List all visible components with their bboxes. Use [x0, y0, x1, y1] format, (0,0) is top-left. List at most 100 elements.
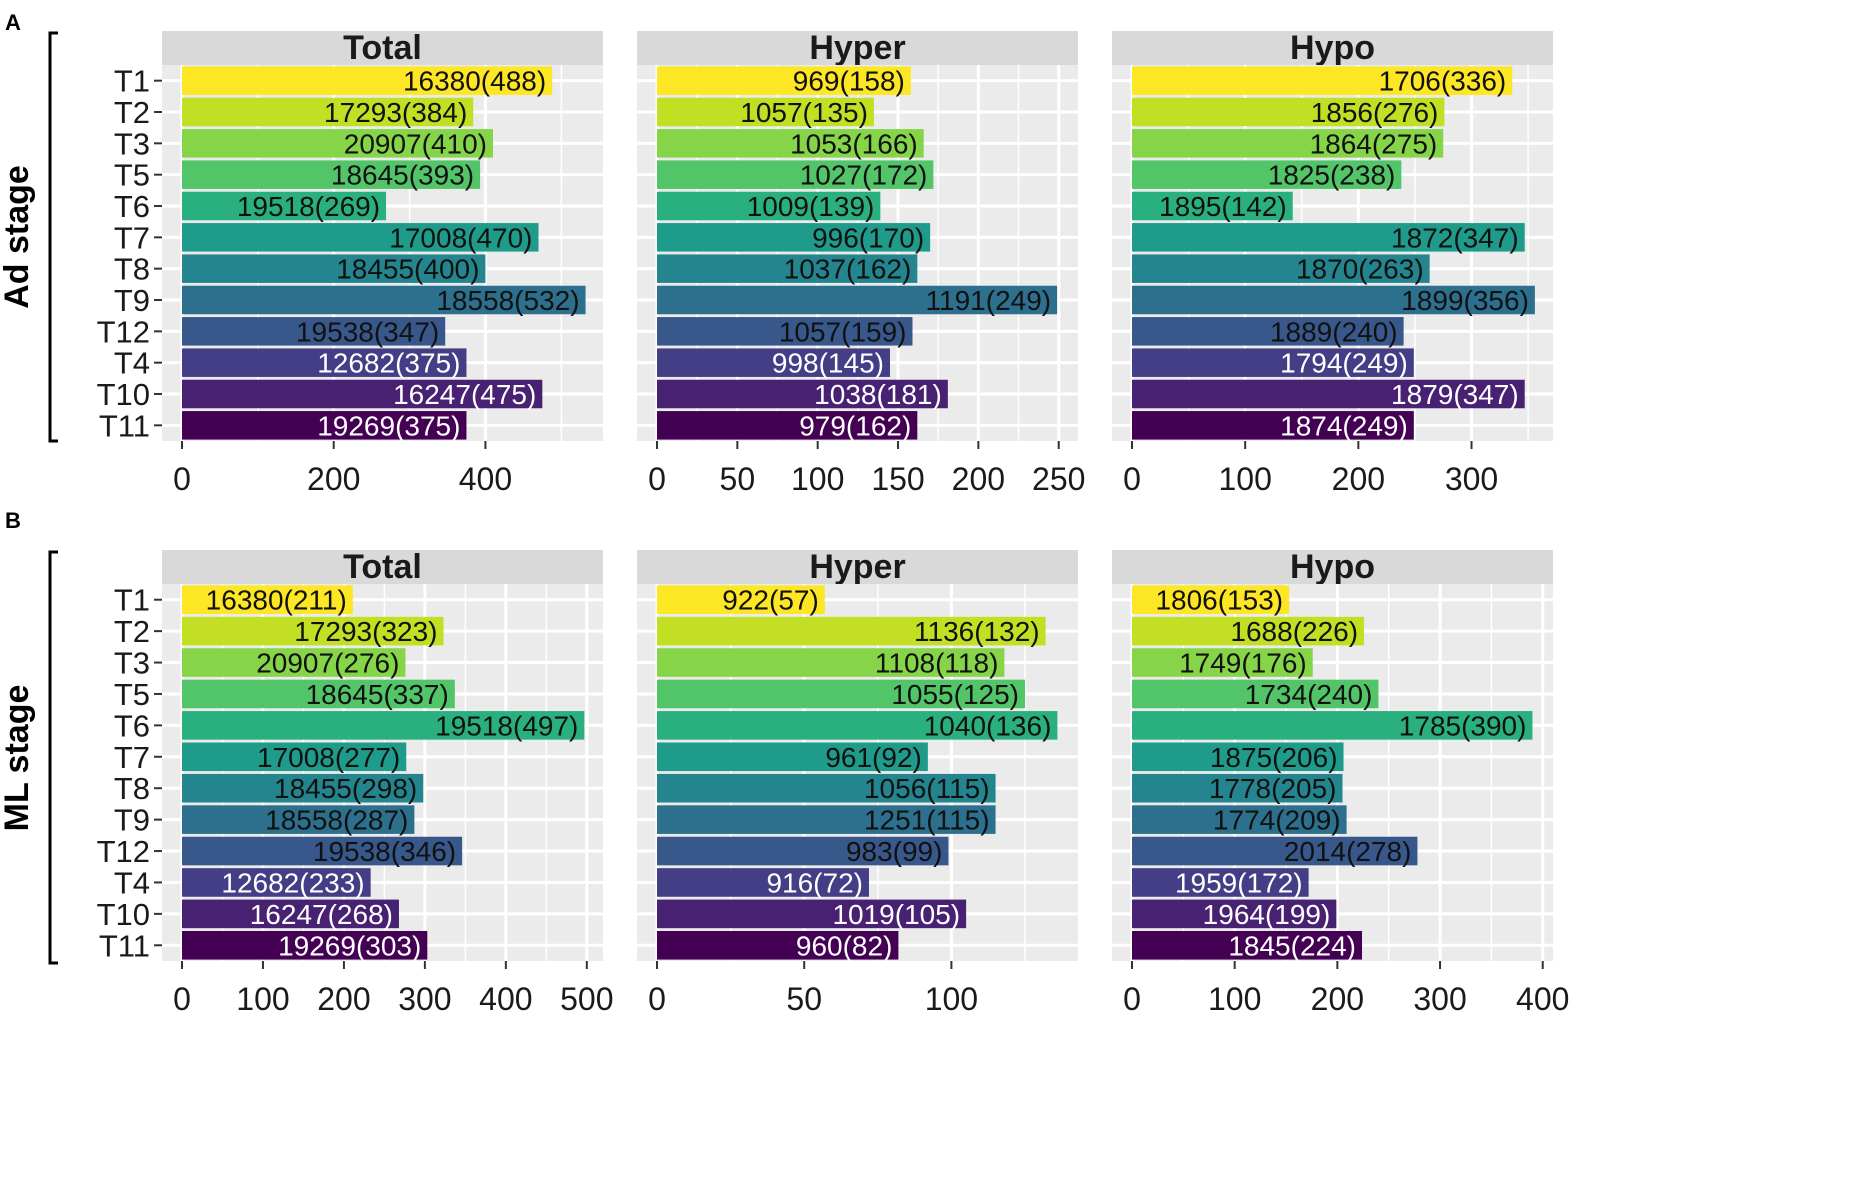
- bar-t7: [182, 742, 407, 772]
- chart-panel-b-hyper: Hyper922(57)1136(132)1108(118)1055(125)1…: [637, 548, 1078, 1017]
- bar-t8: [182, 773, 424, 803]
- bar-t5: [182, 679, 455, 709]
- bar-t3: [657, 648, 1005, 677]
- bar-label-t5: 1734(240): [1245, 679, 1373, 710]
- x-tick-label: 300: [1413, 981, 1466, 1017]
- bar-label-t9: 18558(532): [436, 285, 579, 316]
- x-tick-label: 100: [925, 981, 978, 1017]
- category-label-t4: T4: [114, 346, 150, 381]
- bar-label-t12: 1057(159): [779, 316, 907, 347]
- bar-label-t2: 1136(132): [914, 616, 1040, 647]
- x-tick-label: 0: [648, 981, 666, 1017]
- x-tick-label: 200: [1332, 461, 1385, 497]
- category-label-t8: T8: [114, 252, 150, 287]
- x-tick-label: 0: [173, 461, 191, 497]
- bar-t9: [1132, 805, 1347, 834]
- category-label-t2: T2: [114, 95, 150, 130]
- bar-t9: [182, 285, 586, 315]
- panel-strip: [162, 31, 603, 65]
- category-label-t12: T12: [97, 834, 150, 869]
- bar-t4: [657, 348, 890, 377]
- x-tick-label: 300: [1445, 461, 1498, 497]
- bar-t1: [657, 585, 825, 615]
- panel-strip: [162, 550, 603, 584]
- bar-label-t3: 20907(410): [344, 128, 487, 159]
- bar-t1: [182, 66, 553, 95]
- bar-t1: [1132, 585, 1290, 615]
- bar-t8: [1132, 254, 1430, 283]
- bar-label-t12: 983(99): [846, 836, 943, 867]
- chart-panel-b-hypo: Hypo1806(153)1688(226)1749(176)1734(240)…: [1112, 548, 1569, 1017]
- bar-label-t12: 2014(278): [1284, 836, 1412, 867]
- bar-t7: [657, 742, 928, 772]
- row-bracket: [48, 31, 58, 443]
- bar-t3: [657, 129, 924, 158]
- bar-t4: [657, 868, 869, 897]
- bar-t11: [1132, 411, 1414, 440]
- x-tick-label: 150: [871, 461, 924, 497]
- bar-t3: [1132, 129, 1444, 158]
- bar-t11: [657, 411, 918, 440]
- panel-strip: [1112, 550, 1553, 584]
- category-label-t9: T9: [114, 283, 150, 318]
- row-label-ad-stage: Ad stage: [0, 165, 36, 309]
- bar-label-t9: 1251(115): [864, 805, 990, 836]
- bar-label-t3: 1053(166): [790, 128, 918, 159]
- x-tick-label: 400: [459, 461, 512, 497]
- bar-label-t4: 12682(233): [221, 867, 364, 898]
- bar-label-t8: 1778(205): [1209, 773, 1337, 804]
- bar-t10: [657, 379, 948, 409]
- bar-t3: [182, 648, 406, 677]
- bar-label-t10: 16247(475): [393, 379, 536, 410]
- bar-label-t1: 969(158): [793, 66, 905, 97]
- x-tick-label: 400: [1516, 981, 1569, 1017]
- x-tick-label: 0: [1123, 461, 1141, 497]
- panel-strip: [637, 550, 1078, 584]
- bar-t2: [657, 97, 874, 127]
- bar-t6: [1132, 191, 1293, 221]
- bar-label-t7: 996(170): [812, 222, 924, 253]
- bar-t10: [657, 899, 967, 929]
- bar-label-t5: 18645(393): [331, 160, 474, 191]
- bar-t1: [182, 585, 353, 615]
- bar-label-t3: 1749(176): [1179, 648, 1307, 679]
- bar-t12: [1132, 317, 1404, 346]
- bar-label-t5: 1055(125): [891, 679, 1019, 710]
- plot-background: [1112, 584, 1553, 961]
- category-label-t8: T8: [114, 771, 150, 806]
- bar-label-t9: 18558(287): [265, 805, 408, 836]
- bar-label-t9: 1191(249): [926, 285, 1052, 316]
- bar-t5: [657, 679, 1026, 709]
- bar-label-t9: 1774(209): [1213, 805, 1341, 836]
- bar-label-t10: 1879(347): [1391, 379, 1519, 410]
- x-tick-label: 400: [479, 981, 532, 1017]
- bar-t10: [1132, 379, 1525, 409]
- bar-label-t11: 19269(375): [317, 410, 460, 441]
- bar-t3: [182, 129, 494, 158]
- bar-t2: [182, 616, 444, 646]
- x-tick-label: 0: [173, 981, 191, 1017]
- bar-label-t10: 1038(181): [814, 379, 942, 410]
- category-label-t12: T12: [97, 314, 150, 349]
- bar-t9: [1132, 285, 1535, 315]
- x-tick-label: 200: [1311, 981, 1364, 1017]
- bar-label-t5: 18645(337): [306, 679, 449, 710]
- row-bracket: [48, 550, 58, 965]
- bar-label-t1: 1806(153): [1155, 585, 1283, 616]
- bar-label-t2: 17293(384): [324, 97, 467, 128]
- x-tick-label: 200: [952, 461, 1005, 497]
- x-tick-label: 0: [1123, 981, 1141, 1017]
- plot-background: [1112, 65, 1553, 441]
- chart-panel-a-hyper: Hyper969(158)1057(135)1053(166)1027(172)…: [637, 29, 1085, 497]
- category-label-t9: T9: [114, 803, 150, 838]
- category-label-t1: T1: [114, 583, 150, 618]
- bar-t7: [182, 223, 539, 252]
- bar-label-t7: 17008(277): [257, 742, 400, 773]
- bar-label-t11: 979(162): [799, 410, 911, 441]
- bar-t4: [182, 868, 371, 897]
- bar-label-t11: 1845(224): [1228, 930, 1356, 961]
- bar-label-t7: 1875(206): [1210, 742, 1338, 773]
